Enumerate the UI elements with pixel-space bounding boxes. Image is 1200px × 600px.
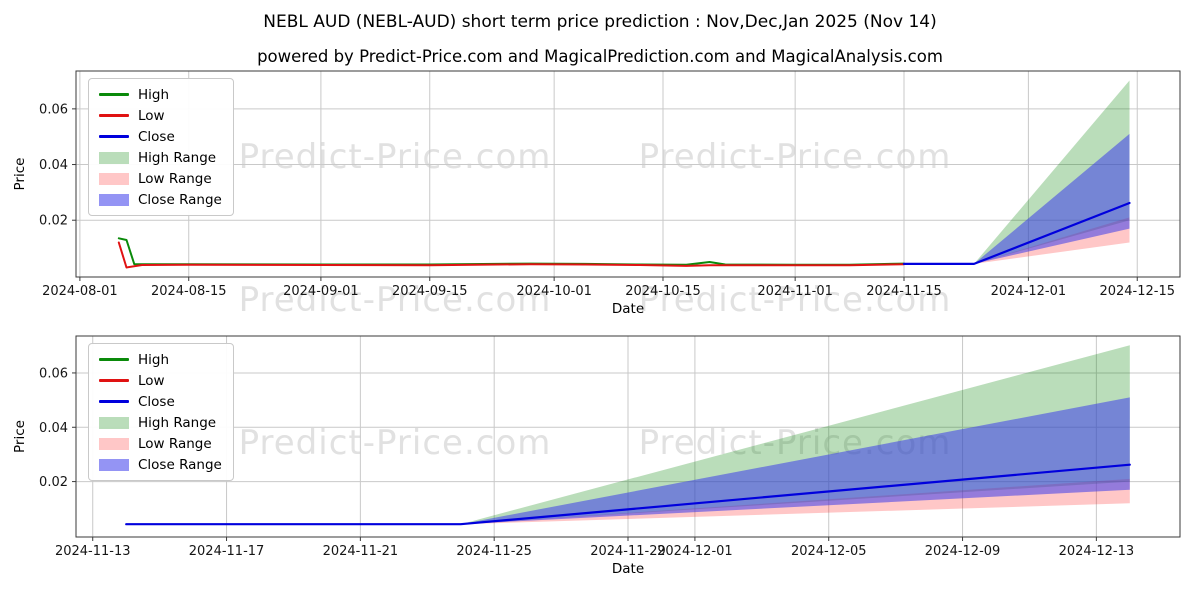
legend-item-high-range: High Range <box>99 147 222 168</box>
figure-subtitle: powered by Predict-Price.com and Magical… <box>257 47 943 66</box>
y-axis-label: Price <box>12 420 28 453</box>
legend-label: High <box>138 86 170 103</box>
x-tick-label: 2024-11-17 <box>189 544 265 559</box>
x-tick-label: 2024-11-29 <box>590 544 666 559</box>
gridlines <box>76 71 1180 277</box>
x-tick-label: 2024-12-09 <box>925 544 1001 559</box>
y-axis-label: Price <box>12 158 28 191</box>
bottom-chart-legend: High Low Close High Range Low Range Close Ran… <box>88 343 234 481</box>
watermark-text: Predict-Price.com <box>238 280 552 320</box>
legend-item-low: Low <box>99 370 222 391</box>
x-tick-label: 2024-12-01 <box>991 284 1067 299</box>
legend-label: High Range <box>138 149 217 166</box>
x-tick-label: 2024-11-01 <box>757 284 833 299</box>
close-range-swatch <box>99 458 129 471</box>
legend-label: Low Range <box>138 170 212 187</box>
x-tick-label: 2024-11-15 <box>866 284 942 299</box>
low-range-swatch <box>99 437 129 450</box>
high-swatch <box>99 358 129 361</box>
low-range-swatch <box>99 172 129 185</box>
tick-labels: 2024-11-13 2024-11-17 2024-11-21 2024-11-25… <box>39 366 1134 559</box>
legend-item-close-range: Close Range <box>99 189 222 210</box>
watermark-text: Predict-Price.com <box>238 423 552 463</box>
high-swatch <box>99 93 129 96</box>
figure-title: NEBL AUD (NEBL-AUD) short term price pre… <box>263 12 937 32</box>
x-tick-label: 2024-12-05 <box>791 544 867 559</box>
x-tick-label: 2024-11-25 <box>456 544 532 559</box>
watermark-text: Predict-Price.com <box>638 137 952 177</box>
series-close-line <box>125 463 1131 526</box>
legend-label: High Range <box>138 414 217 431</box>
y-tick-label: 0.06 <box>39 102 68 117</box>
legend-item-high-range: High Range <box>99 412 222 433</box>
close-swatch <box>99 135 129 138</box>
series-high-line <box>117 237 905 266</box>
x-tick-label: 2024-11-21 <box>323 544 399 559</box>
band-close-range <box>974 133 1130 264</box>
y-tick-label: 0.06 <box>39 366 68 381</box>
legend-label: Low <box>138 107 165 124</box>
legend-label: Close <box>138 128 175 145</box>
close-swatch <box>99 400 129 403</box>
plot-border <box>75 70 1181 278</box>
low-swatch <box>99 114 129 117</box>
x-tick-label: 2024-12-13 <box>1059 544 1135 559</box>
x-tick-label: 2024-12-15 <box>1099 284 1175 299</box>
series-close-line <box>902 201 1131 265</box>
x-tick-label: 2024-10-01 <box>516 284 592 299</box>
legend-label: Close Range <box>138 456 222 473</box>
legend-label: Low <box>138 372 165 389</box>
high-range-swatch <box>99 416 129 429</box>
legend-item-high: High <box>99 349 222 370</box>
legend-item-close: Close <box>99 126 222 147</box>
legend-item-high: High <box>99 84 222 105</box>
series-low-line <box>117 241 905 269</box>
legend-label: High <box>138 351 170 368</box>
legend-item-low: Low <box>99 105 222 126</box>
bottom-chart: 2024-11-13 2024-11-17 2024-11-21 2024-11-25… <box>12 335 1181 577</box>
close-range-swatch <box>99 193 129 206</box>
y-tick-label: 0.02 <box>39 475 68 490</box>
x-tick-label: 2024-08-15 <box>151 284 227 299</box>
low-swatch <box>99 379 129 382</box>
watermark-text: Predict-Price.com <box>638 280 952 320</box>
x-tick-label: 2024-09-15 <box>392 284 468 299</box>
x-tick-label: 2024-11-13 <box>55 544 131 559</box>
top-chart: 2024-08-01 2024-08-15 2024-09-01 2024-09-15… <box>12 70 1181 317</box>
watermark-text: Predict-Price.com <box>238 137 552 177</box>
y-tick-label: 0.04 <box>39 421 68 436</box>
tick-labels: 2024-08-01 2024-08-15 2024-09-01 2024-09-15… <box>39 102 1175 299</box>
x-tick-label: 2024-12-01 <box>657 544 733 559</box>
x-tick-label: 2024-09-01 <box>283 284 359 299</box>
legend-label: Low Range <box>138 435 212 452</box>
x-tick-label: 2024-08-01 <box>42 284 118 299</box>
legend-label: Close Range <box>138 191 222 208</box>
legend-item-close-range: Close Range <box>99 454 222 475</box>
x-tick-label: 2024-10-15 <box>625 284 701 299</box>
x-axis-label: Date <box>612 301 644 317</box>
legend-item-low-range: Low Range <box>99 433 222 454</box>
top-chart-legend: High Low Close High Range Low Range Close Ran… <box>88 78 234 216</box>
x-axis-label: Date <box>612 561 644 577</box>
y-tick-label: 0.04 <box>39 158 68 173</box>
legend-item-low-range: Low Range <box>99 168 222 189</box>
y-tick-label: 0.02 <box>39 214 68 229</box>
legend-item-close: Close <box>99 391 222 412</box>
legend-label: Close <box>138 393 175 410</box>
high-range-swatch <box>99 151 129 164</box>
